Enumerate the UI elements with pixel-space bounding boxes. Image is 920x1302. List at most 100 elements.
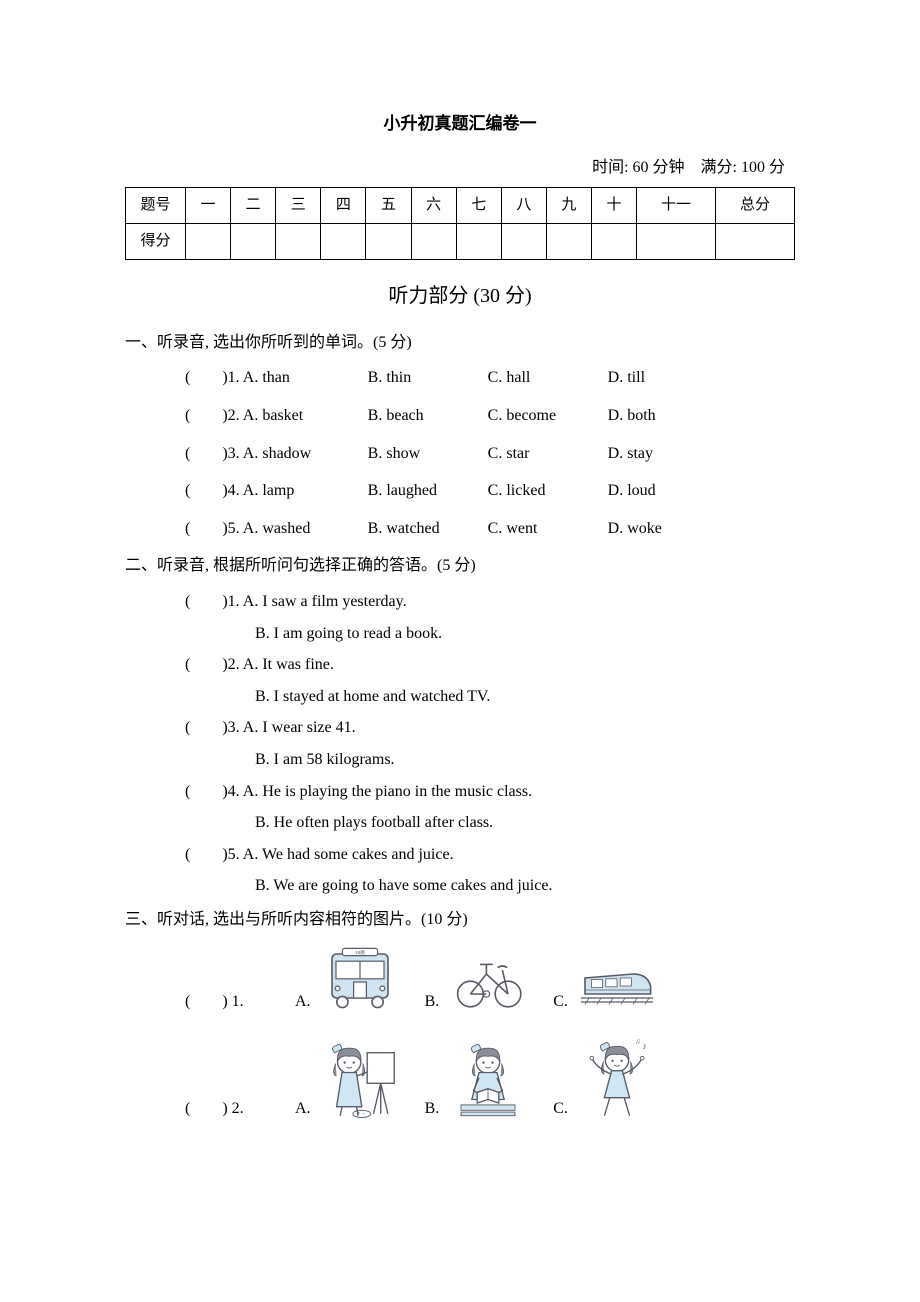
option-a: 1. A. than — [228, 365, 368, 391]
bus-icon: 18路 — [315, 942, 405, 1022]
picture-question-row: ( ) 2.A. B. C. — [185, 1034, 795, 1129]
option-a: 3. A. shadow — [228, 441, 368, 467]
bicycle-icon — [443, 942, 533, 1022]
girl-reading-icon — [443, 1034, 533, 1129]
table-cell: 六 — [411, 187, 456, 223]
table-cell[interactable] — [546, 223, 591, 259]
option-b: B. I am 58 kilograms. — [255, 747, 795, 773]
table-cell: 七 — [456, 187, 501, 223]
option-a: 5. A. washed — [228, 516, 368, 542]
mc-question-row: ( )3. A. shadowB. showC. starD. stay — [185, 441, 795, 467]
table-row: 得分 — [126, 223, 795, 259]
option-a: 2. A. basket — [228, 403, 368, 429]
table-row: 题号 一 二 三 四 五 六 七 八 九 十 十一 总分 — [126, 187, 795, 223]
table-cell: 十一 — [637, 187, 716, 223]
table-cell[interactable] — [411, 223, 456, 259]
option-b: B. He often plays football after class. — [255, 810, 795, 836]
ab-question-row: ( )4. A. He is playing the piano in the … — [185, 779, 795, 805]
answer-blank[interactable]: ( ) — [185, 516, 228, 542]
option-c: C. become — [488, 403, 608, 429]
answer-blank[interactable]: ( ) — [185, 993, 228, 1010]
option-b: B. thin — [368, 365, 488, 391]
table-cell[interactable] — [366, 223, 411, 259]
table-cell[interactable] — [501, 223, 546, 259]
table-cell: 一 — [186, 187, 231, 223]
table-cell: 二 — [231, 187, 276, 223]
table-cell: 八 — [501, 187, 546, 223]
table-cell[interactable] — [716, 223, 795, 259]
option-a: 4. A. lamp — [228, 478, 368, 504]
table-cell: 题号 — [126, 187, 186, 223]
table-cell[interactable] — [637, 223, 716, 259]
mc-question-row: ( )2. A. basketB. beachC. becomeD. both — [185, 403, 795, 429]
exam-title: 小升初真题汇编卷一 — [125, 110, 795, 137]
table-cell: 五 — [366, 187, 411, 223]
answer-blank[interactable]: ( ) — [185, 441, 228, 467]
option-label: B. — [425, 1096, 440, 1130]
option-label: C. — [553, 1096, 568, 1130]
option-a: 1. A. I saw a film yesterday. — [228, 593, 407, 610]
time-score-info: 时间: 60 分钟 满分: 100 分 — [125, 155, 795, 181]
section1-instruction: 一、听录音, 选出你所听到的单词。(5 分) — [125, 330, 795, 356]
table-cell[interactable] — [231, 223, 276, 259]
table-cell[interactable] — [321, 223, 366, 259]
option-c: C. went — [488, 516, 608, 542]
girl-painting-icon — [315, 1034, 405, 1129]
table-cell[interactable] — [186, 223, 231, 259]
section2-instruction: 二、听录音, 根据所听问句选择正确的答语。(5 分) — [125, 553, 795, 579]
ab-question-row: ( )3. A. I wear size 41. — [185, 715, 795, 741]
option-b: B. I am going to read a book. — [255, 621, 795, 647]
table-cell[interactable] — [276, 223, 321, 259]
mc-question-row: ( )4. A. lampB. laughedC. lickedD. loud — [185, 478, 795, 504]
score-table: 题号 一 二 三 四 五 六 七 八 九 十 十一 总分 得分 — [125, 187, 795, 260]
option-d: D. till — [608, 365, 728, 391]
listening-section-header: 听力部分 (30 分) — [125, 280, 795, 312]
train-icon — [572, 942, 662, 1022]
option-a: 3. A. I wear size 41. — [228, 719, 356, 736]
answer-blank[interactable]: ( ) — [185, 478, 228, 504]
table-cell: 九 — [546, 187, 591, 223]
option-c: C. hall — [488, 365, 608, 391]
answer-blank[interactable]: ( ) — [185, 403, 228, 429]
section3-instruction: 三、听对话, 选出与所听内容相符的图片。(10 分) — [125, 907, 795, 933]
answer-blank[interactable]: ( ) — [185, 846, 228, 863]
option-label: A. — [295, 1096, 311, 1130]
ab-question-row: ( )1. A. I saw a film yesterday. — [185, 589, 795, 615]
option-b: B. I stayed at home and watched TV. — [255, 684, 795, 710]
option-label: B. — [425, 989, 440, 1023]
option-b: B. show — [368, 441, 488, 467]
mc-question-row: ( )5. A. washedB. watchedC. wentD. woke — [185, 516, 795, 542]
option-d: D. woke — [608, 516, 728, 542]
option-d: D. stay — [608, 441, 728, 467]
picture-question-row: ( ) 1.A. 18路 B. C. — [185, 942, 795, 1022]
answer-blank[interactable]: ( ) — [185, 783, 228, 800]
option-d: D. both — [608, 403, 728, 429]
table-cell: 三 — [276, 187, 321, 223]
option-a: 5. A. We had some cakes and juice. — [228, 846, 454, 863]
option-a: 4. A. He is playing the piano in the mus… — [228, 783, 532, 800]
ab-question-row: ( )5. A. We had some cakes and juice. — [185, 842, 795, 868]
mc-question-row: ( )1. A. thanB. thinC. hallD. till — [185, 365, 795, 391]
table-cell[interactable] — [456, 223, 501, 259]
answer-blank[interactable]: ( ) — [185, 365, 228, 391]
option-label: A. — [295, 989, 311, 1023]
option-b: B. We are going to have some cakes and j… — [255, 873, 795, 899]
answer-blank[interactable]: ( ) — [185, 719, 228, 736]
option-b: B. laughed — [368, 478, 488, 504]
option-c: C. licked — [488, 478, 608, 504]
table-cell: 总分 — [716, 187, 795, 223]
table-cell: 十 — [591, 187, 636, 223]
answer-blank[interactable]: ( ) — [185, 656, 228, 673]
answer-blank[interactable]: ( ) — [185, 593, 228, 610]
option-label: C. — [553, 989, 568, 1023]
table-cell[interactable] — [591, 223, 636, 259]
ab-question-row: ( )2. A. It was fine. — [185, 652, 795, 678]
svg-text:♪: ♪ — [642, 1042, 647, 1052]
table-cell: 四 — [321, 187, 366, 223]
option-a: 2. A. It was fine. — [228, 656, 334, 673]
option-b: B. watched — [368, 516, 488, 542]
table-cell: 得分 — [126, 223, 186, 259]
svg-text:♫: ♫ — [635, 1038, 640, 1046]
answer-blank[interactable]: ( ) — [185, 1100, 228, 1117]
girl-dancing-icon: ♪ ♫ — [572, 1034, 662, 1129]
